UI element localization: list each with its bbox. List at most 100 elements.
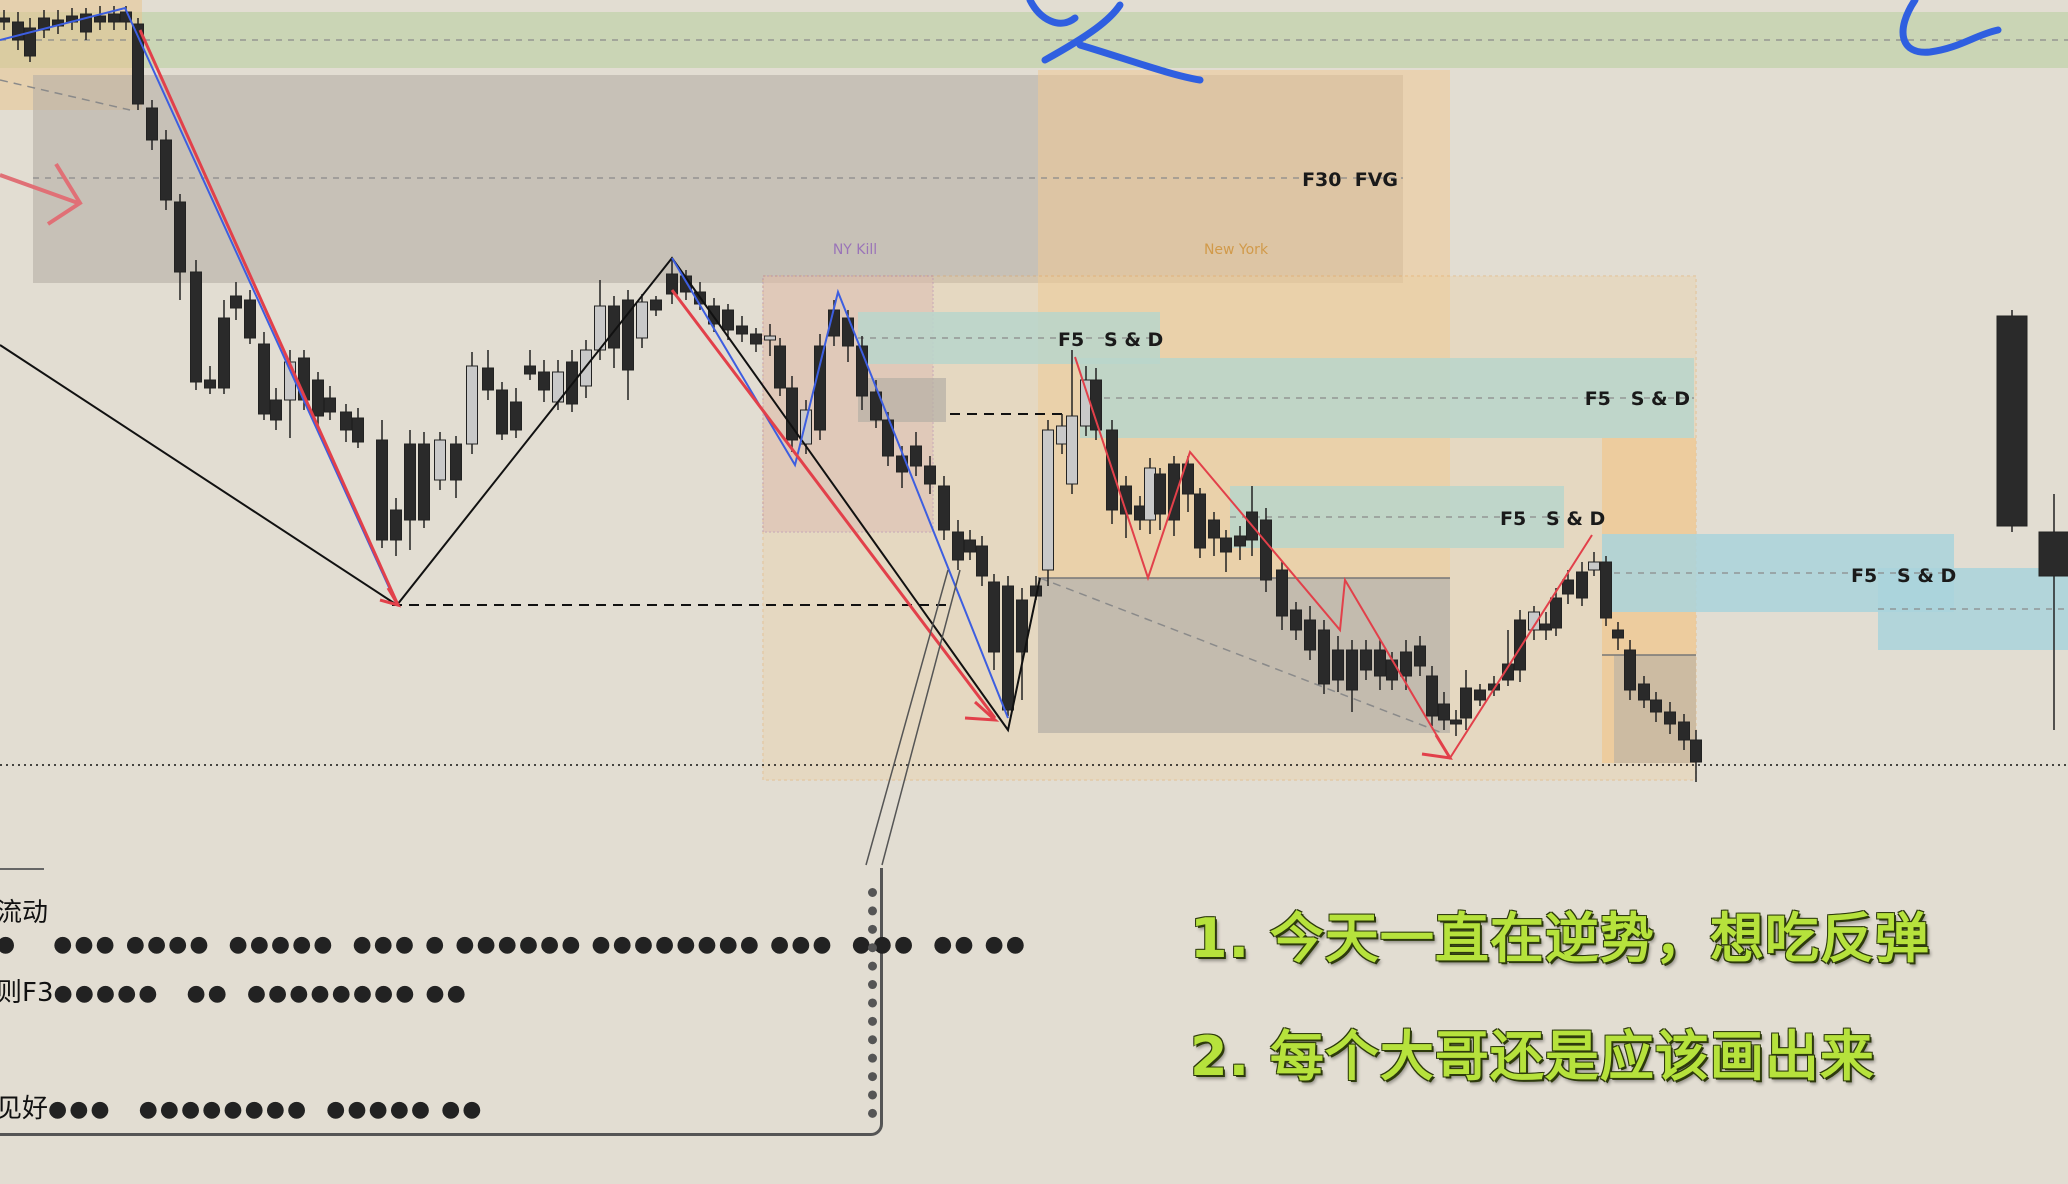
candle-body [376, 439, 388, 541]
candle-body [190, 271, 202, 383]
candle-body [434, 439, 446, 481]
candle-body [1346, 649, 1358, 691]
candle-body [38, 17, 50, 31]
red-structure-line-1 [138, 29, 400, 606]
candle-body [1528, 611, 1540, 631]
candle-body [1502, 663, 1514, 681]
blue-structure-line-1 [0, 6, 398, 606]
candle-body [12, 21, 24, 41]
candle-body [1576, 571, 1588, 599]
zones-layer [0, 0, 2068, 781]
candle-body [870, 391, 882, 421]
candle-body [622, 299, 634, 371]
red-arrow-head-3 [1421, 734, 1453, 760]
candle-body [988, 581, 1000, 653]
candle-body [1276, 569, 1288, 617]
note-1: 1. 今天一直在逆势，想吃反弹 [1190, 907, 1930, 970]
candle-body [324, 397, 336, 413]
candle-body [722, 309, 734, 331]
candle-body [1304, 619, 1316, 651]
candle-body [160, 139, 172, 201]
candle-body [352, 417, 364, 443]
candle-body [1374, 649, 1386, 677]
candle-body [450, 443, 462, 481]
candle-body [1016, 599, 1028, 653]
candle-body [390, 509, 402, 541]
red-structure-line-2 [670, 289, 997, 719]
comment-line-1: 流动 ● ●●● ●●●● ●●●●● ●●● ● ●●●●●● ●●●●●●●●… [0, 892, 1027, 959]
candle-body [524, 365, 536, 375]
candle-body [510, 401, 522, 431]
candle-body [418, 443, 430, 521]
candle-body [340, 411, 352, 431]
redacted-text-2: ●●●●● ●● ●●●●●●●● ●● [53, 981, 468, 1006]
candle-body [1438, 703, 1450, 721]
candle-body [270, 399, 282, 421]
candle-body [1220, 537, 1232, 553]
candle-body [218, 317, 230, 389]
comment-prefix-1: 流动 [0, 898, 49, 928]
candle-body [976, 545, 988, 577]
candle-body [1540, 623, 1552, 631]
candle-body [856, 345, 868, 397]
candle-body [1002, 585, 1014, 711]
candle-body [94, 15, 106, 23]
candle-body [1460, 687, 1472, 719]
candle-body [244, 299, 256, 339]
candle-body [924, 465, 936, 485]
candle-body [466, 365, 478, 445]
candle-body [882, 419, 894, 457]
note-2: 2. 每个大哥还是应该画出来 [1190, 1025, 1875, 1088]
candle-body [1360, 649, 1372, 671]
candle-body [814, 345, 826, 431]
candle-body [736, 325, 748, 335]
candle-body [1182, 463, 1194, 495]
candle-body [1550, 597, 1562, 629]
candle-body [666, 273, 678, 295]
candle-body [1650, 699, 1662, 713]
candle-body [312, 379, 324, 417]
candle-body [608, 305, 620, 349]
zone-label-sd-3: F5 S & D [1500, 508, 1605, 530]
comment-box-dotted-border [868, 888, 877, 1118]
candle-body [1588, 561, 1600, 571]
session-label-new-york: New York [1204, 242, 1269, 258]
candle-body [910, 445, 922, 467]
candle-body [258, 343, 270, 415]
candle-body [1664, 711, 1676, 725]
pink-marker-arrow-head [46, 162, 83, 226]
candle-body [1562, 579, 1574, 595]
candle-body [1386, 659, 1398, 681]
redacted-text-1: ● ●●● ●●●● ●●●●● ●●● ● ●●●●●● ●●●●●●●● ●… [0, 932, 1027, 957]
candle-body [1168, 463, 1180, 521]
sd-zone-2 [1080, 358, 1694, 438]
candle-body [1400, 651, 1412, 677]
candle-body [174, 201, 186, 273]
candle-body [708, 305, 720, 325]
candle-body [1996, 315, 2028, 527]
candle-body [80, 13, 92, 33]
notes-panel: 1. 今天一直在逆势，想吃反弹 2. 每个大哥还是应该画出来 [1190, 880, 2040, 1116]
pointer-line-2 [881, 569, 961, 866]
candle-body [146, 107, 158, 141]
comment-box-tick [0, 868, 44, 870]
candle-body [132, 23, 144, 105]
comment-box: 流动 ● ●●● ●●●● ●●●●● ●●● ● ●●●●●● ●●●●●●●●… [0, 868, 1025, 1136]
pink-marker-arrow [0, 173, 79, 205]
candle-body [1450, 719, 1462, 725]
candle-body [1318, 629, 1330, 685]
zone-label-sd-2: F5 S & D [1585, 388, 1690, 410]
redacted-text-3: ●●● ●●●●●●●● ●●●●● ●● [48, 1097, 484, 1122]
red-arrow-head-1 [379, 587, 402, 608]
zone-label-sd-1: F5 S & D [1058, 329, 1163, 351]
candle-body [842, 317, 854, 347]
candle-body [1208, 519, 1220, 539]
candle-body [964, 539, 976, 553]
comment-line-3: 见好●●● ●●●●●●●● ●●●●● ●● [0, 1088, 484, 1125]
candle-body [1612, 629, 1624, 639]
candle-body [1290, 609, 1302, 631]
zone-label-sd-4: F5 S & D [1851, 565, 1956, 587]
candle-body [1426, 675, 1438, 717]
candle-body [1066, 415, 1078, 485]
